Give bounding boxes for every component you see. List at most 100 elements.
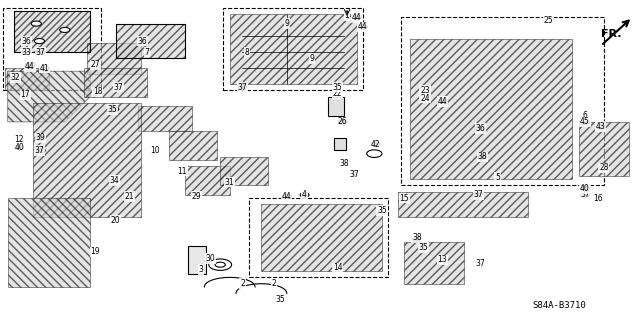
Circle shape (25, 62, 35, 68)
Circle shape (285, 196, 289, 197)
Text: 42: 42 (371, 140, 380, 148)
Circle shape (374, 143, 378, 145)
Polygon shape (14, 11, 90, 52)
Text: 10: 10 (150, 146, 160, 155)
Circle shape (300, 193, 309, 197)
Text: 38: 38 (339, 159, 348, 168)
Text: 19: 19 (90, 247, 100, 257)
Polygon shape (578, 122, 629, 176)
Text: 40: 40 (580, 184, 590, 193)
Text: 44: 44 (352, 13, 361, 22)
Text: 34: 34 (110, 176, 119, 185)
Text: S84A-B3710: S84A-B3710 (533, 301, 587, 310)
Text: 2: 2 (272, 279, 276, 288)
Circle shape (583, 188, 587, 189)
Polygon shape (261, 204, 382, 271)
Bar (248, 198, 389, 277)
Bar (189, 246, 206, 274)
Circle shape (478, 127, 482, 129)
Circle shape (39, 149, 43, 151)
Text: FR.: FR. (601, 29, 621, 39)
Text: 30: 30 (206, 254, 215, 263)
Polygon shape (8, 71, 90, 122)
Circle shape (341, 121, 345, 123)
Text: 22: 22 (333, 89, 342, 98)
Text: 35: 35 (419, 243, 428, 252)
Text: 5: 5 (495, 173, 500, 182)
Text: 27: 27 (90, 60, 100, 69)
Text: 36: 36 (475, 124, 485, 133)
Text: 40: 40 (14, 143, 24, 152)
Text: 44: 44 (437, 97, 447, 106)
Text: 11: 11 (177, 167, 187, 176)
Circle shape (367, 150, 382, 157)
Text: 28: 28 (599, 164, 608, 172)
Text: 35: 35 (276, 295, 285, 304)
Text: 26: 26 (338, 117, 347, 126)
Polygon shape (33, 103, 141, 217)
Circle shape (15, 145, 24, 149)
Text: 37: 37 (36, 48, 46, 57)
Circle shape (583, 121, 587, 123)
Circle shape (31, 21, 41, 26)
Circle shape (110, 107, 118, 111)
Circle shape (480, 156, 484, 158)
Circle shape (39, 51, 43, 53)
Circle shape (412, 237, 421, 242)
Text: 31: 31 (225, 178, 234, 187)
Text: 3: 3 (199, 265, 204, 274)
Text: 41: 41 (39, 63, 49, 73)
Circle shape (596, 124, 605, 129)
Circle shape (215, 262, 225, 267)
Circle shape (474, 193, 483, 197)
Text: 39: 39 (36, 133, 46, 142)
Text: 38: 38 (477, 152, 487, 161)
Text: 38: 38 (412, 233, 422, 242)
Circle shape (36, 50, 45, 54)
Bar (401, 17, 604, 185)
Text: 1: 1 (345, 11, 350, 20)
Polygon shape (410, 39, 572, 179)
Circle shape (359, 25, 368, 29)
Circle shape (34, 38, 45, 44)
Text: 14: 14 (333, 263, 342, 272)
Text: 37: 37 (475, 259, 485, 268)
Polygon shape (185, 166, 230, 195)
Circle shape (43, 67, 47, 69)
Circle shape (303, 194, 306, 196)
Bar (3, 8, 101, 90)
Text: 29: 29 (192, 192, 201, 201)
Text: 32: 32 (11, 73, 20, 82)
Polygon shape (404, 243, 464, 284)
Circle shape (238, 85, 247, 89)
Polygon shape (4, 68, 49, 90)
Text: 37: 37 (350, 170, 359, 179)
Circle shape (352, 15, 361, 20)
Circle shape (209, 259, 232, 270)
Circle shape (36, 148, 45, 153)
Text: 13: 13 (438, 255, 447, 264)
Text: 35: 35 (108, 105, 117, 114)
Text: 44: 44 (282, 192, 292, 201)
Circle shape (583, 194, 587, 196)
Circle shape (60, 28, 70, 32)
Text: 16: 16 (593, 194, 603, 203)
Polygon shape (138, 106, 192, 132)
Circle shape (241, 86, 245, 88)
Circle shape (580, 193, 589, 197)
Text: 15: 15 (399, 194, 409, 203)
Text: 37: 37 (34, 146, 45, 155)
Polygon shape (84, 68, 147, 97)
Text: 8: 8 (245, 48, 249, 57)
Circle shape (338, 120, 347, 124)
Text: 35: 35 (333, 83, 343, 92)
Text: 36: 36 (22, 36, 32, 45)
Text: 37: 37 (238, 83, 247, 92)
Circle shape (355, 16, 359, 18)
Polygon shape (169, 132, 217, 160)
Polygon shape (230, 14, 357, 84)
Bar (334, 138, 346, 150)
Polygon shape (397, 192, 528, 217)
Circle shape (112, 108, 116, 110)
Text: 21: 21 (125, 192, 134, 201)
